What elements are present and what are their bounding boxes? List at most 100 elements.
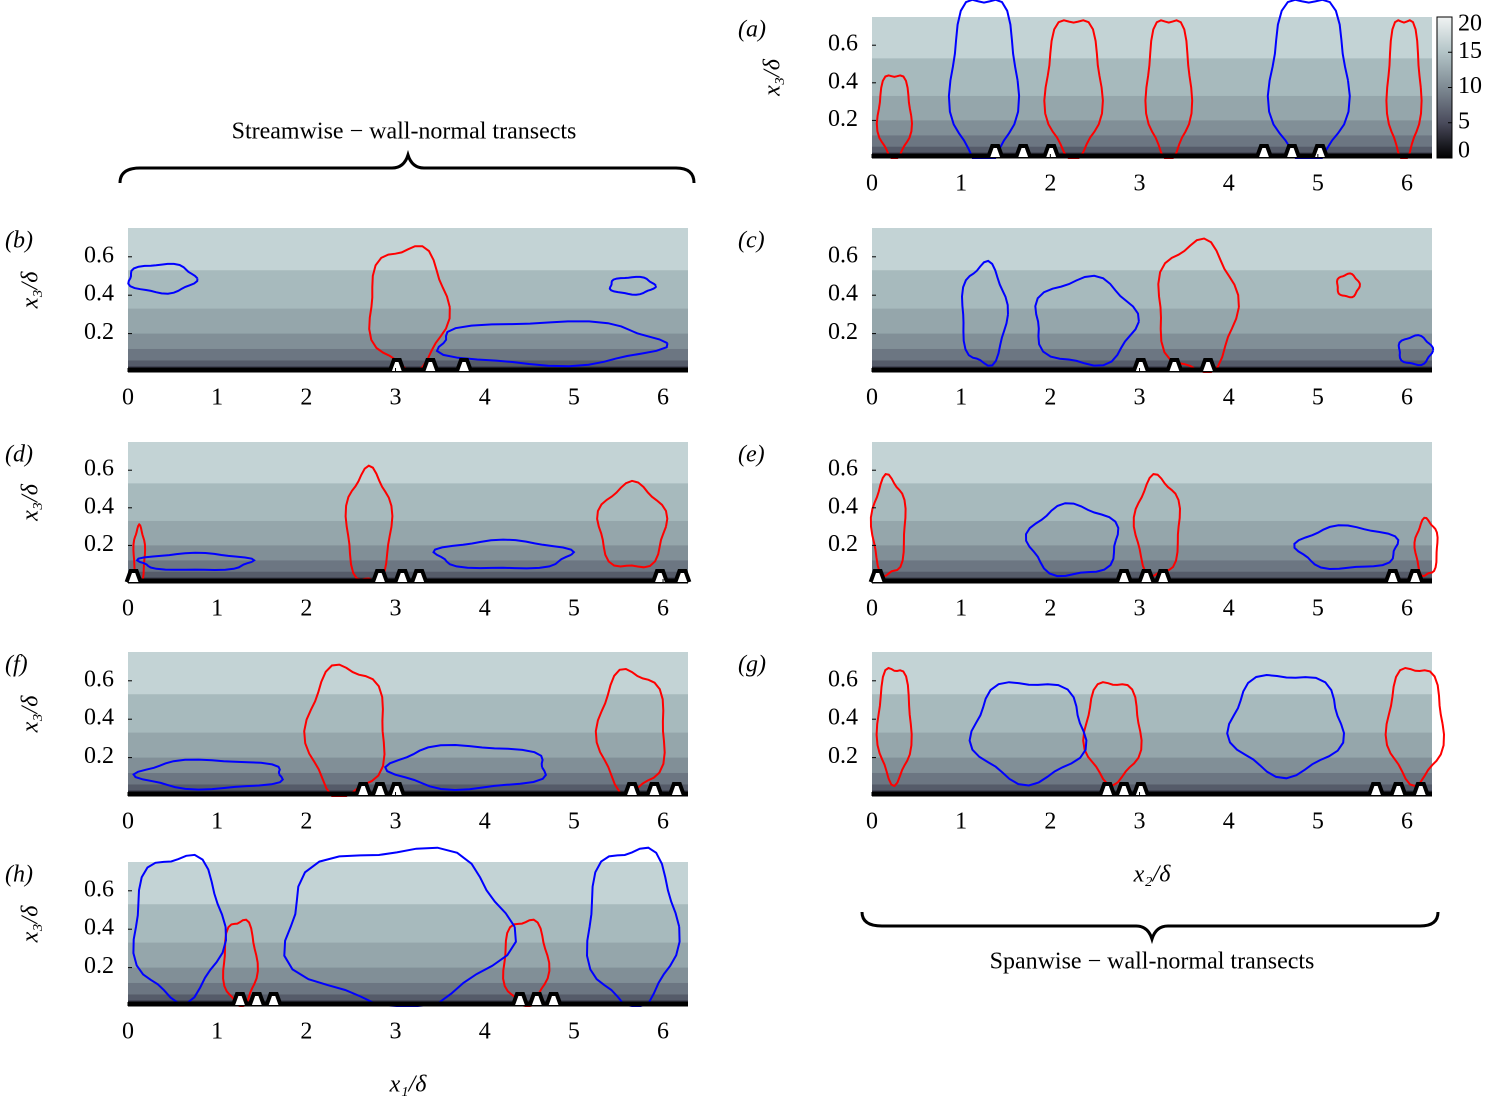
roughness-element: [1131, 358, 1150, 372]
contour-line: [132, 758, 285, 791]
x-tick-label: 0: [122, 385, 134, 411]
y-tick-label: 0.6: [84, 242, 114, 268]
x-tick-label: 6: [1401, 809, 1413, 835]
contour-line: [1293, 524, 1400, 571]
roughness-element: [1098, 782, 1117, 796]
x-tick-label: 1: [955, 596, 967, 622]
panel-label: (h): [5, 862, 33, 888]
annotation: Spanwise − wall-normal transects: [990, 949, 1315, 975]
panel-label: (d): [5, 442, 33, 468]
panel-label: (f): [5, 652, 28, 678]
x-tick-label: 5: [1312, 385, 1324, 411]
roughness-element: [667, 782, 686, 796]
roughness-element: [527, 992, 546, 1006]
roughness-element: [264, 992, 283, 1006]
roughness-element: [1154, 569, 1173, 583]
y-tick-label: 0.4: [828, 493, 858, 519]
contour-line: [1385, 19, 1423, 159]
roughness-element: [1165, 358, 1184, 372]
contour-line: [1034, 274, 1140, 367]
contour-line: [435, 320, 669, 368]
x-tick-label: 2: [1044, 171, 1056, 197]
contour-line: [608, 275, 657, 296]
y-tick-label: 0.2: [828, 743, 858, 769]
x-tick-label: 5: [568, 596, 580, 622]
x-tick-label: 1: [211, 385, 223, 411]
contour-line: [132, 853, 228, 1005]
y-tick-label: 0.6: [84, 666, 114, 692]
contour-line: [1397, 334, 1435, 367]
roughness-element: [387, 358, 406, 372]
panel-label: (e): [738, 442, 765, 468]
contour-line: [596, 479, 669, 569]
roughness-element: [673, 569, 692, 583]
roughness-element: [371, 782, 389, 796]
contour-line: [869, 473, 907, 578]
x-tick-label: 5: [568, 809, 580, 835]
x-tick-label: 5: [568, 385, 580, 411]
y-axis-label: x₃/δ: [760, 58, 786, 97]
contour-line: [222, 918, 259, 1007]
colorbar-tick-label: 10: [1458, 73, 1482, 99]
x-tick-label: 0: [866, 596, 878, 622]
roughness-element: [1383, 569, 1402, 583]
x-tick-label: 3: [1134, 385, 1146, 411]
colorbar-tick-label: 0: [1458, 138, 1470, 164]
x-tick-label: 1: [955, 385, 967, 411]
contour-line: [127, 262, 199, 295]
contour-line: [1413, 516, 1439, 578]
x-tick-label: 4: [1223, 171, 1235, 197]
contour-line: [1335, 272, 1361, 299]
roughness-element: [1115, 569, 1133, 583]
y-tick-label: 0.2: [84, 743, 114, 769]
y-tick-label: 0.2: [84, 531, 114, 557]
roughness-element: [645, 782, 664, 796]
roughness-element: [1367, 782, 1385, 796]
contour-line: [283, 846, 517, 1007]
x-tick-label: 0: [866, 385, 878, 411]
brace: [860, 911, 1440, 945]
roughness-element: [544, 992, 563, 1006]
contour-line: [432, 538, 576, 570]
contour-line: [1132, 473, 1182, 578]
roughness-element: [651, 569, 669, 583]
x-tick-label: 6: [1401, 385, 1413, 411]
roughness-element: [1283, 144, 1301, 158]
contour-line: [383, 743, 548, 792]
contour-line: [1266, 0, 1351, 159]
x-tick-label: 2: [300, 1019, 312, 1045]
roughness-element: [421, 358, 440, 372]
x-tick-label: 6: [657, 1019, 669, 1045]
x-tick-label: 3: [1134, 171, 1146, 197]
x-tick-label: 3: [390, 385, 402, 411]
colorbar-tick-label: 15: [1458, 38, 1482, 64]
x-tick-label: 6: [1401, 596, 1413, 622]
contour-line: [968, 681, 1088, 787]
colorbar-tick-label: 5: [1458, 108, 1470, 134]
x-tick-label: 5: [568, 1019, 580, 1045]
contour-line: [1226, 673, 1346, 780]
roughness-element: [1411, 782, 1430, 796]
roughness-element: [511, 992, 529, 1006]
brace: [118, 149, 696, 184]
contour-line: [594, 667, 666, 797]
x-tick-label: 6: [1401, 171, 1413, 197]
y-tick-label: 0.4: [828, 68, 858, 94]
x-tick-label: 4: [479, 385, 491, 411]
panel-label: (g): [738, 652, 766, 678]
x-tick-label: 3: [390, 809, 402, 835]
roughness-element: [371, 569, 389, 583]
x-tick-label: 1: [955, 809, 967, 835]
x-tick-label: 4: [1223, 596, 1235, 622]
y-tick-label: 0.2: [828, 319, 858, 345]
x-tick-label: 5: [1312, 809, 1324, 835]
y-tick-label: 0.4: [828, 281, 858, 307]
y-axis-label: x₃/δ: [18, 271, 44, 310]
roughness-element: [247, 992, 266, 1006]
x-tick-label: 2: [1044, 809, 1056, 835]
roughness-element: [410, 569, 429, 583]
y-tick-label: 0.6: [828, 31, 858, 57]
x-tick-label: 4: [1223, 809, 1235, 835]
contour-line: [1024, 502, 1120, 578]
x-tick-label: 4: [479, 596, 491, 622]
